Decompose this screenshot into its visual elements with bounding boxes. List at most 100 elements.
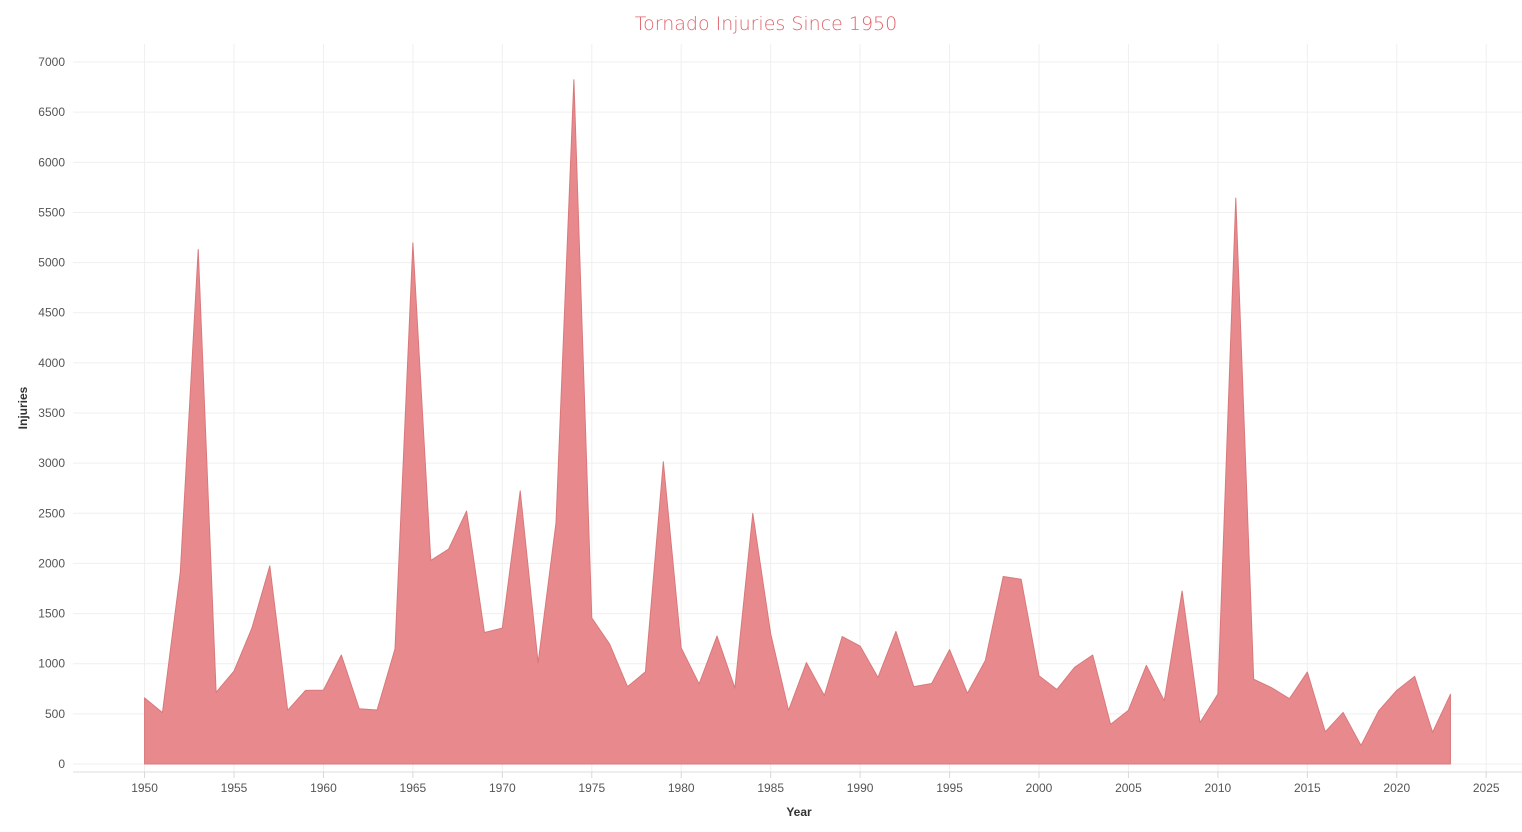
data-point-2022[interactable]	[1431, 730, 1435, 734]
x-tick-label: 2005	[1115, 781, 1142, 795]
data-point-1975[interactable]	[590, 616, 594, 620]
y-axis-ticks: 0 500 1000 1500 2000 2500 3000 3500 4000 4500 5000…	[38, 55, 65, 771]
y-tick-label: 2000	[38, 556, 65, 570]
data-point-1955[interactable]	[232, 669, 236, 673]
chart-title: Tornado Injuries Since 1950	[635, 13, 897, 35]
y-tick-label: 5500	[38, 205, 65, 219]
x-tick-label: 2000	[1026, 781, 1053, 795]
data-point-1951[interactable]	[160, 711, 164, 715]
x-tick-label: 1995	[936, 781, 963, 795]
y-tick-label: 1000	[38, 657, 65, 671]
data-point-1972[interactable]	[536, 661, 540, 665]
x-tick-label: 1970	[489, 781, 516, 795]
data-point-1978[interactable]	[643, 670, 647, 674]
data-point-1971[interactable]	[518, 489, 522, 493]
y-tick-label: 3500	[38, 406, 65, 420]
data-point-1982[interactable]	[715, 634, 719, 638]
data-point-1986[interactable]	[787, 708, 791, 712]
data-point-2018[interactable]	[1359, 743, 1363, 747]
y-tick-label: 6000	[38, 155, 65, 169]
data-point-1964[interactable]	[393, 647, 397, 651]
x-axis-title: Year	[786, 805, 812, 819]
data-point-1977[interactable]	[626, 685, 630, 689]
data-point-1965[interactable]	[411, 241, 415, 245]
data-point-1950[interactable]	[143, 696, 147, 700]
data-point-1963[interactable]	[375, 708, 379, 712]
data-point-1985[interactable]	[769, 632, 773, 636]
data-point-1995[interactable]	[948, 648, 952, 652]
data-point-1954[interactable]	[214, 690, 218, 694]
x-tick-label: 1985	[757, 781, 784, 795]
data-point-2004[interactable]	[1109, 722, 1113, 726]
x-tick-label: 2010	[1205, 781, 1232, 795]
data-point-1994[interactable]	[930, 681, 934, 685]
data-point-1961[interactable]	[339, 653, 343, 657]
data-point-1979[interactable]	[661, 460, 665, 464]
data-point-2008[interactable]	[1180, 589, 1184, 593]
y-axis-title: Injuries	[16, 386, 30, 429]
data-point-2021[interactable]	[1413, 674, 1417, 678]
data-point-1998[interactable]	[1001, 574, 1005, 578]
data-point-1980[interactable]	[679, 646, 683, 650]
data-point-1997[interactable]	[983, 658, 987, 662]
data-point-2020[interactable]	[1395, 688, 1399, 692]
data-point-1968[interactable]	[465, 509, 469, 513]
data-point-1988[interactable]	[822, 693, 826, 697]
data-point-2001[interactable]	[1055, 687, 1059, 691]
data-point-1967[interactable]	[447, 547, 451, 551]
data-point-2000[interactable]	[1037, 674, 1041, 678]
grid-lines	[73, 44, 1522, 773]
data-point-2007[interactable]	[1162, 699, 1166, 703]
x-tick-label: 1990	[847, 781, 874, 795]
data-point-1991[interactable]	[876, 675, 880, 679]
data-point-1973[interactable]	[554, 521, 558, 525]
data-point-1999[interactable]	[1019, 577, 1023, 581]
y-tick-label: 5000	[38, 256, 65, 270]
data-point-2013[interactable]	[1270, 686, 1274, 690]
data-point-1987[interactable]	[804, 661, 808, 665]
data-point-2015[interactable]	[1305, 670, 1309, 674]
data-point-1966[interactable]	[429, 558, 433, 562]
data-point-1960[interactable]	[321, 688, 325, 692]
data-point-1992[interactable]	[894, 629, 898, 633]
data-point-2006[interactable]	[1144, 663, 1148, 667]
y-tick-label: 4500	[38, 306, 65, 320]
data-point-1983[interactable]	[733, 686, 737, 690]
x-tick-label: 1980	[668, 781, 695, 795]
data-point-2002[interactable]	[1073, 665, 1077, 669]
x-tick-label: 1965	[400, 781, 427, 795]
data-point-1993[interactable]	[912, 685, 916, 689]
data-point-1970[interactable]	[500, 626, 504, 630]
data-point-1990[interactable]	[858, 644, 862, 648]
data-point-2003[interactable]	[1091, 653, 1095, 657]
data-point-2016[interactable]	[1323, 730, 1327, 734]
y-tick-label: 0	[58, 757, 65, 771]
data-point-1958[interactable]	[286, 708, 290, 712]
y-tick-label: 500	[45, 707, 65, 721]
data-point-1959[interactable]	[304, 688, 308, 692]
data-point-1952[interactable]	[178, 570, 182, 574]
data-point-2019[interactable]	[1377, 709, 1381, 713]
data-point-1974[interactable]	[572, 78, 576, 82]
data-point-1989[interactable]	[840, 635, 844, 639]
data-point-2012[interactable]	[1252, 677, 1256, 681]
data-point-2005[interactable]	[1126, 708, 1130, 712]
data-point-1976[interactable]	[608, 642, 612, 646]
data-point-2017[interactable]	[1341, 710, 1345, 714]
data-point-1957[interactable]	[268, 564, 272, 568]
x-tick-label: 1975	[578, 781, 605, 795]
data-point-2023[interactable]	[1448, 692, 1452, 696]
data-point-2011[interactable]	[1234, 196, 1238, 200]
data-point-2009[interactable]	[1198, 721, 1202, 725]
data-point-1984[interactable]	[751, 511, 755, 515]
x-tick-label: 2015	[1294, 781, 1321, 795]
data-point-1996[interactable]	[965, 691, 969, 695]
data-point-2010[interactable]	[1216, 692, 1220, 696]
data-point-1969[interactable]	[482, 631, 486, 635]
data-point-1962[interactable]	[357, 707, 361, 711]
data-point-1956[interactable]	[250, 626, 254, 630]
data-point-1981[interactable]	[697, 682, 701, 686]
data-point-1953[interactable]	[196, 247, 200, 251]
data-point-2014[interactable]	[1287, 697, 1291, 701]
